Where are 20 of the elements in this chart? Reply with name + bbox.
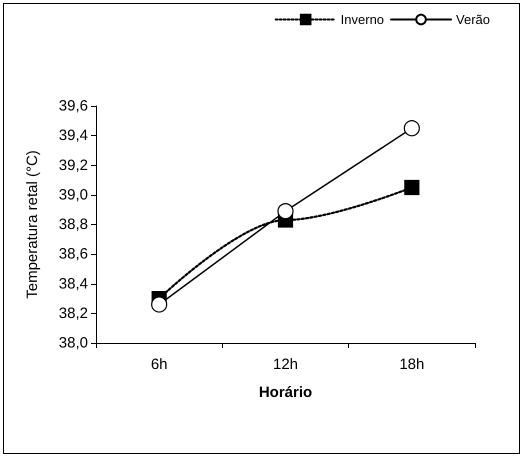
legend-label: Inverno — [340, 12, 384, 27]
point — [404, 120, 420, 136]
y-tick-label: 38,0 — [58, 334, 88, 352]
y-axis-title: Temperatura retal (°C) — [24, 150, 41, 299]
point — [404, 180, 420, 196]
y-tick-label: 38,4 — [58, 275, 88, 292]
y-tick-label: 38,2 — [58, 304, 88, 322]
x-axis-title: Horário — [258, 384, 312, 401]
y-tick-label: 38,8 — [58, 216, 88, 233]
y-tick-label: 39,2 — [58, 156, 88, 174]
y-tick-label: 39,6 — [58, 98, 88, 114]
x-tick-label: 18h — [399, 356, 424, 373]
x-tick-label: 6h — [150, 356, 168, 373]
y-tick-label: 39,0 — [58, 186, 88, 204]
y-tick-label: 39,4 — [58, 127, 88, 144]
x-tick-label: 12h — [272, 356, 298, 373]
point — [151, 296, 168, 313]
point — [277, 203, 294, 220]
y-tick-label: 38,6 — [58, 246, 88, 263]
legend-label: Verão — [456, 12, 490, 27]
